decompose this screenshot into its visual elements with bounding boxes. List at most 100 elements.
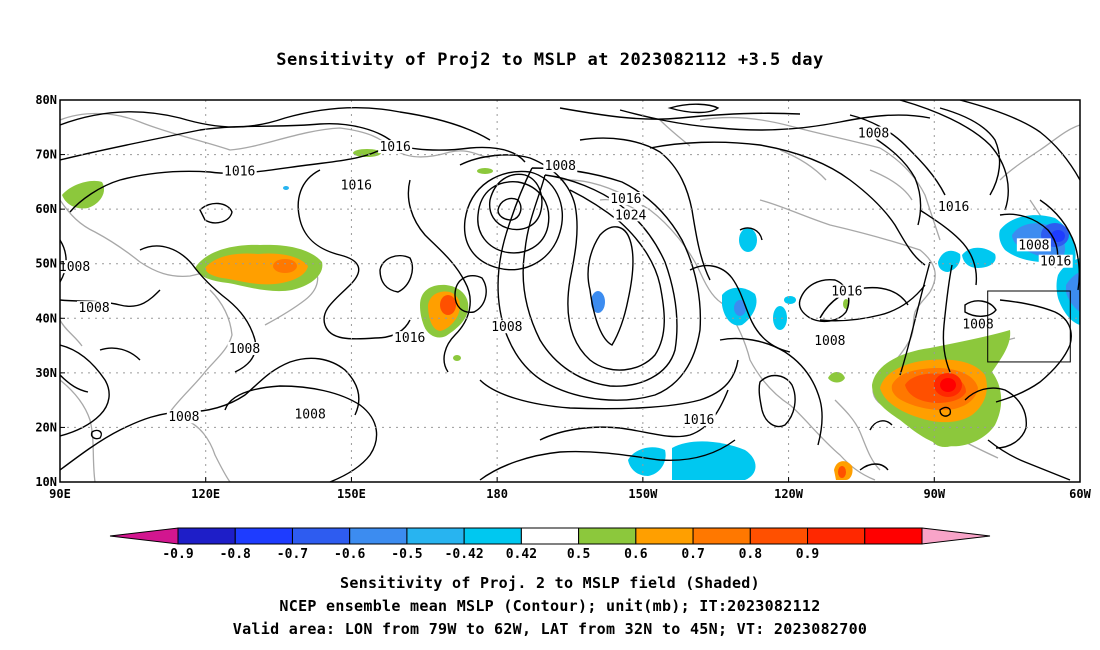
contour-label-bg (812, 333, 847, 347)
contour-label: 1008 (78, 301, 109, 316)
figure-title: Sensitivity of Proj2 to MSLP at 20230821… (276, 50, 824, 70)
colorbar-tick-label: 0.6 (624, 547, 648, 562)
contour-label-bg (166, 410, 201, 424)
contour-label-bg (60, 260, 92, 274)
contour-label: 1016 (394, 331, 425, 346)
contour-label: 1016 (341, 178, 372, 193)
grid-lines (60, 100, 1080, 482)
longitude-labels: 90E 120E 150E 180 150W 120W 90W 60W (49, 477, 1092, 501)
lon-tick-label: 90W (923, 487, 945, 501)
colorbar-tick-label: 0.8 (739, 547, 763, 562)
colorbar-tick-label: -0.9 (162, 547, 193, 562)
colorbar-tick-label: -0.7 (277, 547, 308, 562)
contour-label: 1008 (858, 126, 889, 141)
caption-shading: Sensitivity of Proj. 2 to MSLP field (Sh… (340, 574, 760, 592)
colorbar-swatch (749, 527, 809, 545)
contour-label-bg (1038, 254, 1073, 268)
colorbar-end-low (109, 527, 179, 545)
lat-tick-label: 10N (35, 475, 57, 489)
contour-label: 1016 (683, 413, 714, 428)
contour-label: 1016 (1040, 255, 1071, 270)
lat-tick-label: 30N (35, 366, 57, 380)
lon-tick-label: 150W (628, 487, 658, 501)
contour-label-bg (608, 191, 643, 205)
contour-label-bg (378, 140, 413, 154)
colorbar-swatch (692, 527, 751, 545)
contour-label-bg (681, 412, 716, 426)
lon-tick-label: 120W (774, 487, 804, 501)
colorbar-swatch (864, 527, 923, 545)
lat-tick-label: 80N (35, 93, 57, 107)
colorbar-tick-label: -0.42 (445, 547, 484, 562)
contour-label-bg (856, 126, 891, 140)
colorbar-labels: -0.9 -0.8 -0.7 -0.6 -0.5 -0.42 0.42 0.5 0.6 0.7 0.… (162, 547, 819, 562)
lat-tick-label: 60N (35, 202, 57, 216)
contour-label: 1008 (814, 334, 845, 349)
lat-tick-label: 40N (35, 311, 57, 325)
caption-valid-area: Valid area: LON from 79W to 62W, LAT fro… (232, 620, 868, 638)
caption-contour: NCEP ensemble mean MSLP (Contour); unit(… (279, 597, 821, 615)
contour-label-bg (77, 301, 111, 315)
mslp-contours (60, 100, 1080, 482)
colorbar-tick-label: -0.6 (334, 547, 365, 562)
colorbar-swatch (807, 527, 866, 545)
colorbar-tick-label: 0.5 (567, 547, 590, 562)
contour-label: 1016 (379, 140, 410, 155)
contour-label: 1008 (294, 408, 325, 423)
contour-label: 1016 (831, 285, 862, 300)
colorbar-swatch (635, 527, 694, 545)
contour-label: 1016 (938, 200, 969, 215)
contour-label-bg (543, 159, 578, 173)
contour-label-bg (961, 317, 995, 331)
contour-label: 1008 (59, 260, 90, 275)
contour-label: 1016 (610, 192, 641, 207)
lat-tick-label: 50N (35, 257, 57, 271)
contour-label-bg (392, 331, 427, 345)
lat-tick-label: 20N (35, 420, 57, 434)
lon-tick-label: 60W (1069, 487, 1091, 501)
colorbar-tick-label: 0.9 (796, 547, 819, 562)
contour-label: 1024 (615, 208, 646, 223)
contour-label: 1016 (224, 165, 255, 180)
colorbar-tick-label: 0.7 (681, 547, 704, 562)
contour-label: 1008 (545, 159, 576, 174)
colorbar-swatch (520, 527, 580, 545)
contour-label: 1008 (229, 342, 260, 357)
contour-label-bg (1090, 304, 1100, 317)
contour-label-bg (613, 208, 648, 222)
latitude-labels: 80N 70N 60N 50N 40N 30N 20N 10N (35, 93, 65, 489)
colorbar-swatch (463, 527, 522, 545)
contour-label: 1008 (168, 410, 199, 425)
lon-tick-label: 150E (337, 487, 366, 501)
colorbar-swatch (177, 527, 236, 545)
colorbar-tick-label: -0.8 (220, 547, 251, 562)
colorbar-swatch (406, 527, 465, 545)
map-frame (59, 99, 1081, 483)
contour-label-bg (293, 407, 328, 421)
contour-label-bg (227, 342, 262, 356)
colorbar-tick-label: 0.42 (506, 547, 537, 562)
lat-tick-label: 70N (35, 148, 57, 162)
colorbar (109, 527, 991, 545)
contour-label-bg (222, 164, 257, 178)
colorbar-end-high (921, 527, 991, 545)
valid-area-box (987, 290, 1071, 363)
contour-label: 1008 (491, 320, 522, 335)
colorbar-swatch (349, 527, 408, 545)
colorbar-tick-label: -0.5 (391, 547, 422, 562)
contour-label: 1016 (1091, 304, 1100, 319)
lon-tick-label: 90E (49, 487, 71, 501)
contour-label-bg (1016, 238, 1051, 252)
contour-label: 1008 (1018, 238, 1049, 253)
contour-label-bg (936, 200, 971, 214)
contour-label: 1008 (962, 317, 993, 332)
colorbar-swatch (234, 527, 293, 545)
contour-label-bg (339, 178, 374, 192)
colorbar-swatch (578, 527, 637, 545)
colorbar-swatch (291, 527, 351, 545)
lon-tick-label: 180 (486, 487, 508, 501)
contour-label-bg (489, 320, 524, 334)
contour-labels: 1016 1016 1016 1008 1008 1008 1016 1008 1008 1008… (59, 126, 1100, 428)
lon-tick-label: 120E (191, 487, 220, 501)
